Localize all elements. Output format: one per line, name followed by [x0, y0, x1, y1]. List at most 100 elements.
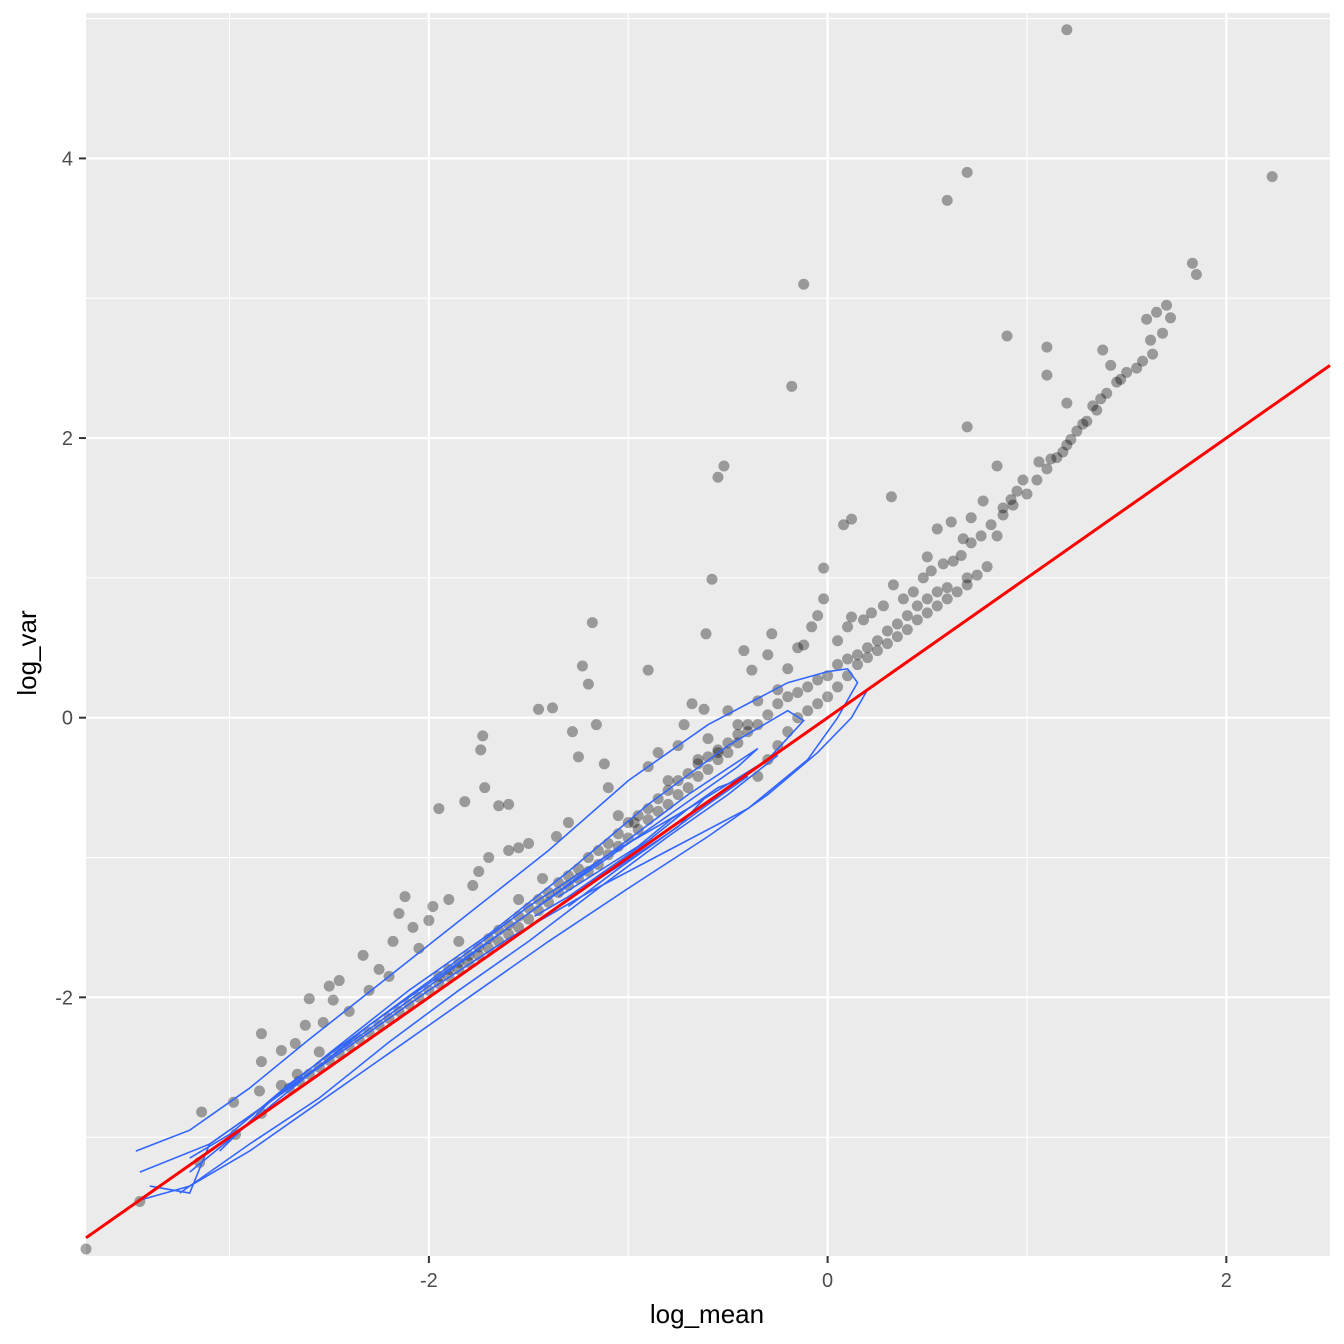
- data-point: [846, 513, 858, 525]
- data-point: [562, 817, 574, 829]
- data-point: [1061, 24, 1073, 36]
- data-point: [738, 645, 750, 657]
- data-point: [877, 600, 889, 612]
- data-point: [812, 610, 824, 622]
- data-point: [1137, 355, 1149, 367]
- data-point: [1131, 362, 1143, 374]
- data-point: [1151, 306, 1163, 318]
- data-point: [941, 593, 953, 605]
- density-contour: [179, 754, 779, 1194]
- data-point: [602, 782, 614, 794]
- data-point: [1031, 474, 1043, 486]
- data-point: [479, 782, 491, 794]
- data-point: [1051, 452, 1063, 464]
- data-point: [722, 737, 734, 749]
- data-point: [925, 565, 937, 577]
- y-tick-label: 0: [62, 708, 73, 730]
- data-point: [275, 1044, 287, 1056]
- data-point: [363, 984, 375, 996]
- data-point: [782, 726, 794, 738]
- data-point: [459, 796, 471, 808]
- data-point: [572, 863, 584, 875]
- data-point: [427, 900, 439, 912]
- data-point: [692, 770, 704, 782]
- data-point: [443, 893, 455, 905]
- data-point: [1057, 446, 1069, 458]
- data-point: [842, 670, 854, 682]
- data-point: [802, 705, 814, 717]
- data-point: [523, 838, 535, 850]
- data-point: [742, 719, 754, 731]
- data-point: [1145, 334, 1157, 346]
- data-point: [961, 166, 973, 178]
- data-point: [812, 698, 824, 710]
- data-point: [686, 698, 698, 710]
- data-point: [1121, 366, 1133, 378]
- data-point: [698, 703, 710, 715]
- data-point: [732, 728, 744, 740]
- data-point: [752, 695, 764, 707]
- data-point: [333, 975, 345, 987]
- data-point: [303, 993, 315, 1005]
- data-point: [945, 516, 957, 528]
- data-point: [871, 645, 883, 657]
- data-point: [718, 460, 730, 472]
- data-point: [911, 600, 923, 612]
- data-point: [1017, 474, 1029, 486]
- data-point: [931, 586, 943, 598]
- data-point: [838, 519, 850, 531]
- data-point: [975, 530, 987, 542]
- data-point: [706, 573, 718, 585]
- data-point: [323, 980, 335, 992]
- data-point: [931, 523, 943, 535]
- data-point: [327, 994, 339, 1006]
- x-tick-label: -2: [420, 1270, 438, 1292]
- data-point: [662, 798, 674, 810]
- data-point: [941, 582, 953, 594]
- data-point: [786, 380, 798, 392]
- data-point: [891, 618, 903, 630]
- data-point: [632, 824, 644, 836]
- density-contour: [139, 689, 869, 1201]
- data-point: [955, 550, 967, 562]
- reference-line: [85, 364, 1331, 1240]
- data-point: [255, 1056, 267, 1068]
- data-point: [842, 621, 854, 633]
- data-point: [1266, 171, 1278, 183]
- data-point: [503, 798, 515, 810]
- data-point: [373, 963, 385, 975]
- data-point: [782, 663, 794, 675]
- data-point: [1005, 494, 1017, 506]
- data-point: [433, 803, 445, 815]
- data-point: [513, 921, 525, 933]
- data-point: [423, 914, 435, 926]
- data-point: [792, 642, 804, 654]
- data-point: [483, 942, 495, 954]
- data-point: [582, 678, 594, 690]
- data-point: [852, 649, 864, 661]
- data-point: [672, 789, 684, 801]
- data-point: [590, 719, 602, 731]
- data-point: [533, 703, 545, 715]
- data-point: [941, 194, 953, 206]
- density-contours: [135, 667, 869, 1201]
- data-point: [1111, 376, 1123, 388]
- data-point: [861, 652, 873, 664]
- x-axis-ticks: -2 0 2: [420, 1256, 1232, 1292]
- data-point: [732, 737, 744, 749]
- data-point: [957, 533, 969, 545]
- x-tick-label: 0: [822, 1270, 833, 1292]
- data-point: [798, 278, 810, 290]
- data-point: [887, 579, 899, 591]
- data-point: [313, 1046, 325, 1058]
- data-point: [1095, 393, 1107, 405]
- data-point: [1097, 344, 1109, 356]
- data-point: [937, 558, 949, 570]
- plot-panel: [86, 13, 1330, 1256]
- data-point: [678, 719, 690, 731]
- data-point: [997, 509, 1009, 521]
- data-point: [80, 1243, 92, 1255]
- data-point: [598, 758, 610, 770]
- data-point: [921, 607, 933, 619]
